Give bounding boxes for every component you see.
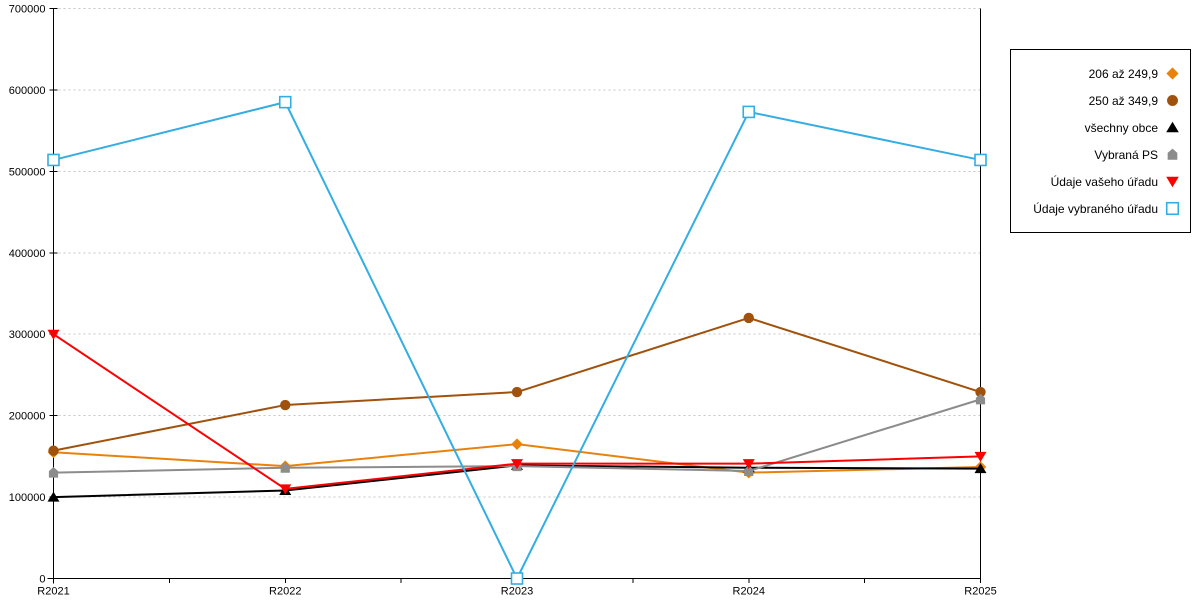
pentagon-up-marker: [975, 393, 986, 405]
triangle-up-marker: [47, 491, 60, 502]
square-open-marker: [974, 153, 987, 167]
circle-marker: [48, 445, 59, 456]
diamond-marker: [1166, 67, 1179, 80]
triangle-down-marker: [279, 484, 292, 495]
square-open-marker: [47, 153, 60, 167]
legend: 206 až 249,9 250 až 349,9 všechny obce Vybr…: [1010, 49, 1191, 233]
legend-label: Vybraná PS: [1094, 147, 1158, 162]
legend-label: 250 až 349,9: [1088, 93, 1158, 108]
triangle-down-marker: [47, 329, 60, 340]
series-line-1: [52, 316, 982, 452]
legend-item-2: všechny obce: [1017, 120, 1180, 135]
triangle-down-marker: [742, 459, 755, 470]
diamond-icon: [1166, 67, 1179, 80]
triangle-up-icon: [1166, 121, 1179, 133]
x-axis-label: R2021: [37, 586, 69, 598]
legend-label: všechny obce: [1084, 120, 1158, 135]
pentagon-up-icon: [1167, 148, 1178, 160]
circle-marker: [743, 312, 754, 324]
triangle-down-marker: [1166, 176, 1179, 188]
diamond-marker: [511, 438, 523, 450]
series-line-5: [52, 101, 982, 580]
y-axis-label: 400000: [9, 248, 46, 260]
pentagon-up-marker: [280, 462, 290, 473]
pentagon-up-marker: [1167, 148, 1178, 160]
y-axis-label: 500000: [9, 166, 46, 178]
square-open-marker: [510, 572, 524, 585]
triangle-down-icon: [1166, 176, 1179, 188]
square-open-marker: [742, 105, 756, 119]
triangle-up-marker: [974, 463, 987, 474]
legend-item-4: Údaje vašeho úřadu: [1017, 174, 1180, 189]
y-axis-label: 700000: [9, 4, 46, 16]
circle-marker: [975, 386, 986, 398]
legend-item-1: 250 až 349,9: [1017, 93, 1180, 108]
circle-marker: [511, 386, 523, 398]
triangle-down-marker: [974, 451, 987, 462]
x-axis-label: R2022: [269, 586, 301, 598]
circle-icon: [1167, 95, 1178, 106]
y-axis-label: 100000: [9, 492, 46, 504]
triangle-up-marker: [1166, 121, 1179, 133]
x-axis-label: R2023: [501, 586, 533, 598]
circle-marker: [1167, 95, 1178, 106]
x-axis-label: R2024: [733, 586, 765, 598]
legend-label: 206 až 249,9: [1088, 66, 1158, 81]
pentagon-up-marker: [48, 467, 59, 478]
circle-marker: [280, 399, 291, 411]
legend-label: Údaje vybraného úřadu: [1033, 201, 1158, 216]
x-axis-label: R2025: [964, 586, 996, 598]
legend-item-5: Údaje vybraného úřadu: [1017, 201, 1180, 216]
y-axis-label: 0: [39, 574, 45, 586]
legend-label: Údaje vašeho úřadu: [1050, 174, 1158, 189]
triangle-down-marker: [511, 459, 523, 470]
square-open-marker: [1165, 201, 1180, 216]
y-axis-label: 600000: [9, 85, 46, 97]
y-axis-label: 300000: [9, 329, 46, 341]
square-open-marker: [278, 95, 292, 109]
legend-item-0: 206 až 249,9: [1017, 66, 1180, 81]
pentagon-up-marker: [744, 465, 754, 477]
y-axis-label: 200000: [9, 411, 46, 423]
square-open-icon: [1165, 201, 1180, 216]
legend-item-3: Vybraná PS: [1017, 147, 1180, 162]
